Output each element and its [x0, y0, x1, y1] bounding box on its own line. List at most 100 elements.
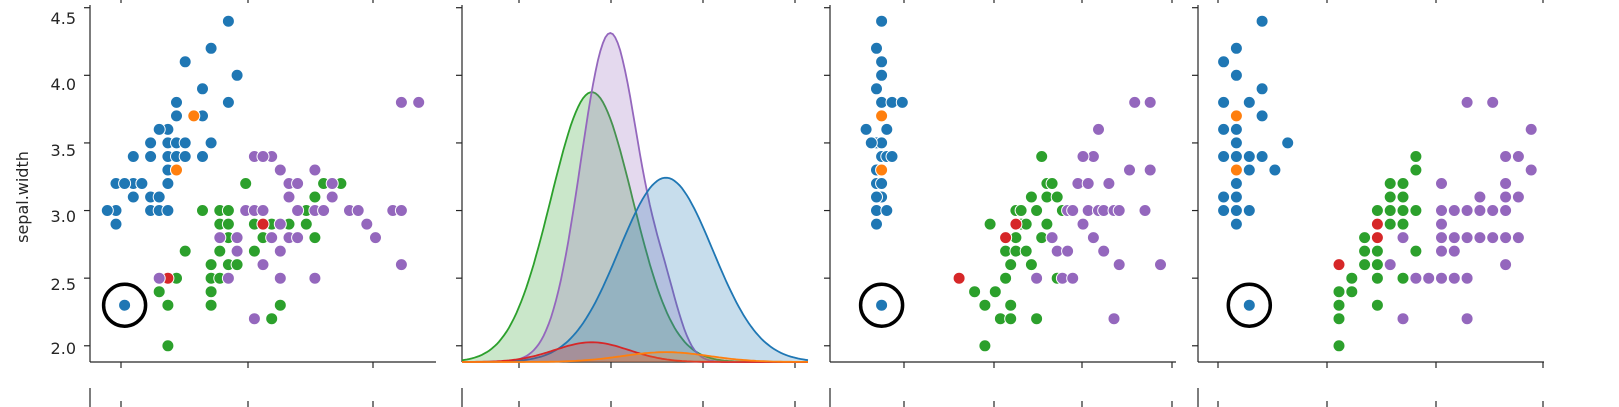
scatter-point — [1229, 204, 1243, 217]
scatter-point — [178, 244, 192, 258]
scatter-point — [1229, 163, 1243, 177]
scatter-point — [983, 217, 997, 231]
density-area — [462, 352, 808, 362]
scatter-point — [1447, 231, 1461, 245]
density-curves — [461, 32, 809, 363]
axes — [824, 0, 1176, 407]
scatter-point — [1435, 177, 1448, 190]
scatter-point — [196, 150, 209, 163]
scatter-point — [859, 122, 873, 136]
scatter-point — [1383, 190, 1397, 204]
scatter-point — [1511, 231, 1525, 245]
scatter-point — [1370, 204, 1384, 217]
scatter-point — [239, 177, 253, 190]
density-area — [462, 33, 808, 362]
scatter-point — [273, 163, 287, 177]
y-tick-label: 3.0 — [51, 207, 76, 226]
scatter-point — [1255, 14, 1269, 28]
scatter-point — [1143, 163, 1157, 177]
scatter-panel-petal-length — [824, 0, 1176, 407]
scatter-point — [875, 163, 889, 177]
scatter-point — [1499, 177, 1513, 190]
scatter-point — [1217, 95, 1231, 109]
scatter-point — [170, 95, 183, 109]
scatter-point — [880, 204, 894, 217]
scatter-point — [394, 204, 408, 217]
scatter-point — [952, 271, 966, 285]
scatter-point — [1486, 95, 1500, 109]
scatter-point — [152, 122, 166, 136]
scatter-point — [1229, 177, 1243, 190]
scatter-point — [870, 41, 883, 55]
scatter-point — [118, 298, 132, 312]
scatter-point — [351, 204, 365, 217]
scatter-point — [221, 271, 235, 285]
scatter-point — [1358, 258, 1372, 272]
scatter-point — [1076, 217, 1090, 231]
scatter-point — [1076, 150, 1090, 163]
scatter-point — [1097, 244, 1111, 258]
scatter-point — [1004, 312, 1018, 326]
scatter-point — [870, 217, 883, 231]
scatter-point — [135, 177, 149, 190]
scatter-point — [875, 298, 889, 312]
scatter-point — [1460, 231, 1474, 245]
scatter-point — [299, 217, 313, 231]
scatter-point — [880, 122, 894, 136]
scatter-point — [1255, 82, 1269, 96]
scatter-points — [1217, 14, 1538, 353]
scatter-point — [864, 136, 878, 150]
scatter-point — [1014, 204, 1028, 217]
scatter-point — [1009, 217, 1023, 231]
highlight-circle — [858, 282, 905, 328]
scatter-point — [1396, 177, 1410, 190]
scatter-point — [1370, 258, 1384, 272]
scatter-point — [256, 217, 270, 231]
scatter-point — [1217, 204, 1231, 217]
scatter-point — [1332, 312, 1346, 326]
density-line — [462, 176, 809, 363]
scatter-point — [273, 298, 287, 312]
highlight-circle — [1226, 282, 1273, 328]
scatter-point — [161, 339, 175, 353]
scatter-point — [273, 271, 287, 285]
y-tick-label: 4.0 — [51, 75, 76, 94]
scatter-point — [1511, 190, 1525, 204]
scatter-point — [152, 271, 166, 285]
scatter-point — [1217, 55, 1231, 69]
scatter-point — [161, 177, 175, 190]
scatter-point — [126, 190, 140, 204]
scatter-point — [256, 150, 270, 163]
scatter-point — [308, 271, 322, 285]
scatter-point — [1045, 177, 1059, 190]
scatter-point — [1409, 163, 1423, 177]
scatter-point — [1332, 339, 1346, 353]
scatter-point — [1447, 204, 1461, 217]
scatter-point — [1460, 312, 1474, 326]
scatter-point — [230, 258, 244, 272]
scatter-point — [1030, 312, 1044, 326]
scatter-point — [1499, 231, 1513, 245]
scatter-point — [1004, 258, 1018, 272]
scatter-point — [1092, 122, 1105, 136]
scatter-point — [875, 177, 889, 190]
scatter-point — [221, 14, 235, 28]
scatter-point — [1061, 244, 1075, 258]
scatter-point — [875, 14, 889, 28]
scatter-point — [1409, 204, 1423, 217]
scatter-point — [221, 217, 235, 231]
scatter-point — [1030, 204, 1044, 217]
y-tick-label: 3.5 — [51, 141, 76, 160]
scatter-point — [1045, 231, 1059, 245]
scatter-point — [1473, 204, 1487, 217]
scatter-point — [1154, 258, 1167, 272]
scatter-point — [1281, 136, 1295, 150]
scatter-point — [1255, 150, 1269, 163]
scatter-point — [1383, 204, 1397, 217]
scatter-point — [1086, 231, 1100, 245]
scatter-point — [1332, 298, 1346, 312]
scatter-point — [308, 231, 322, 245]
density-area — [462, 177, 808, 362]
scatter-point — [1040, 217, 1054, 231]
scatter-point — [394, 95, 408, 109]
